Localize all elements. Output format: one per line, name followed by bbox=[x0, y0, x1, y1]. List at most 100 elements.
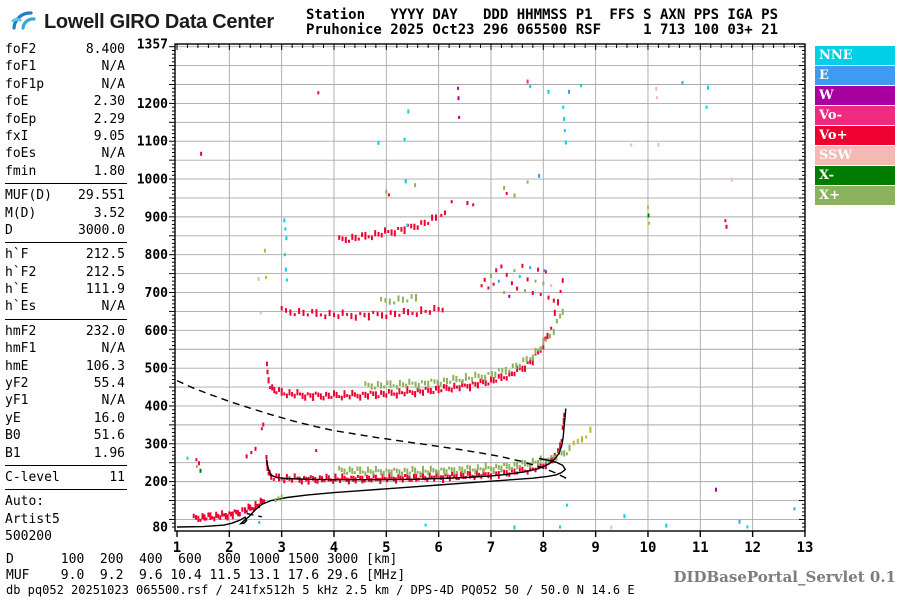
echo-dot bbox=[315, 309, 318, 317]
echo-dot bbox=[283, 218, 286, 223]
echo-dot bbox=[414, 391, 417, 398]
parameter-row: foEs N/A bbox=[5, 145, 127, 162]
echo-dot bbox=[560, 439, 563, 442]
echo-dot bbox=[315, 449, 318, 453]
echo-dot bbox=[245, 509, 248, 513]
echo-dot bbox=[449, 380, 452, 384]
echo-dot bbox=[565, 503, 568, 507]
y-axis-label: 200 bbox=[145, 475, 169, 490]
echo-dot bbox=[429, 465, 432, 472]
echo-dot bbox=[237, 510, 240, 517]
echo-dot bbox=[440, 467, 443, 471]
echo-dot bbox=[497, 465, 500, 470]
echo-dot bbox=[427, 470, 430, 476]
echo-dot bbox=[277, 496, 280, 500]
echo-dot bbox=[377, 395, 380, 399]
panel-divider bbox=[5, 318, 127, 320]
echo-dot bbox=[410, 478, 413, 482]
echo-dot bbox=[526, 470, 529, 475]
echo-dot bbox=[490, 466, 492, 472]
echo-dot bbox=[424, 475, 427, 481]
echo-dot bbox=[518, 275, 521, 279]
echo-dot bbox=[576, 438, 579, 444]
echo-dot bbox=[537, 460, 540, 467]
echo-dot bbox=[563, 129, 566, 133]
echo-dot bbox=[343, 468, 346, 475]
echo-dot bbox=[414, 183, 417, 188]
echo-dot bbox=[324, 314, 327, 319]
echo-dot bbox=[469, 470, 471, 479]
parameter-value: N/A bbox=[101, 393, 125, 409]
echo-dot bbox=[195, 465, 198, 468]
echo-dot bbox=[408, 378, 411, 385]
echo-dot bbox=[367, 393, 369, 400]
echo-dot bbox=[398, 469, 401, 476]
echo-dot bbox=[263, 248, 266, 253]
echo-dot bbox=[346, 471, 349, 475]
echo-dot bbox=[254, 501, 257, 509]
parameter-value: N/A bbox=[101, 299, 125, 315]
echo-dot bbox=[539, 346, 542, 351]
echo-dot bbox=[648, 221, 650, 225]
echo-dot bbox=[356, 466, 359, 471]
echo-dot bbox=[350, 475, 353, 479]
echo-dot bbox=[262, 422, 265, 427]
echo-dot bbox=[542, 281, 545, 286]
curve-muf-transmission-curve bbox=[176, 379, 568, 480]
echo-dot bbox=[463, 383, 466, 387]
echo-dot bbox=[363, 312, 366, 318]
echo-dot bbox=[284, 267, 287, 272]
echo-dot bbox=[448, 466, 451, 470]
parameter-row: yF2 55.4 bbox=[5, 375, 127, 392]
parameter-value: 1.80 bbox=[93, 163, 125, 179]
echo-dot bbox=[442, 384, 445, 389]
echo-dot bbox=[647, 205, 649, 209]
echo-dot bbox=[402, 307, 405, 314]
echo-dot bbox=[422, 473, 424, 480]
echo-dot bbox=[534, 347, 537, 355]
echo-dot bbox=[526, 462, 529, 467]
echo-dot bbox=[359, 312, 362, 316]
echo-dot bbox=[515, 362, 518, 369]
echo-dot bbox=[249, 504, 252, 511]
echo-dot bbox=[665, 523, 668, 528]
echo-dot bbox=[738, 519, 741, 524]
echo-dot bbox=[589, 426, 592, 433]
echo-dot bbox=[518, 465, 521, 472]
echo-dot bbox=[317, 392, 320, 398]
echo-dot bbox=[471, 468, 474, 472]
parameter-panel: foF2 8.400 foF1 N/A foF1p N/A foE 2.30 foEp 2.29 f… bbox=[5, 41, 127, 546]
legend-item-ssw: SSW bbox=[815, 146, 895, 165]
echo-dot bbox=[431, 214, 434, 221]
echo-dot bbox=[561, 278, 564, 283]
echo-dot bbox=[319, 393, 322, 400]
echo-dot bbox=[406, 386, 409, 394]
header-values-line: Pruhonice 2025 Oct23 296 065500 RSF 1 71… bbox=[306, 22, 779, 38]
echo-dot bbox=[403, 137, 406, 141]
parameter-label: h`E bbox=[5, 282, 29, 298]
parameter-label: M(D) bbox=[5, 205, 37, 221]
echo-dot bbox=[430, 475, 433, 479]
echo-dot bbox=[408, 475, 411, 482]
echo-dot bbox=[283, 253, 286, 257]
echo-dot bbox=[400, 227, 403, 232]
parameter-row: hmE 106.3 bbox=[5, 358, 127, 375]
echo-dot bbox=[550, 455, 553, 459]
echo-dot bbox=[323, 479, 326, 483]
echo-dot bbox=[495, 463, 498, 469]
echo-dot bbox=[453, 382, 456, 389]
echo-dot bbox=[192, 513, 195, 519]
echo-dot bbox=[338, 466, 341, 471]
echo-dot bbox=[285, 393, 288, 399]
echo-dot bbox=[299, 392, 301, 396]
echo-dot bbox=[303, 475, 306, 479]
legend-item-e: E bbox=[815, 66, 895, 85]
echo-dot bbox=[333, 312, 335, 318]
panel-divider bbox=[5, 464, 127, 466]
echo-dot bbox=[312, 476, 315, 481]
echo-dot bbox=[424, 523, 427, 527]
parameter-label: h`F bbox=[5, 247, 29, 263]
parameter-row: foF1p N/A bbox=[5, 76, 127, 93]
echo-dot bbox=[435, 214, 437, 221]
echo-dot bbox=[387, 230, 390, 233]
